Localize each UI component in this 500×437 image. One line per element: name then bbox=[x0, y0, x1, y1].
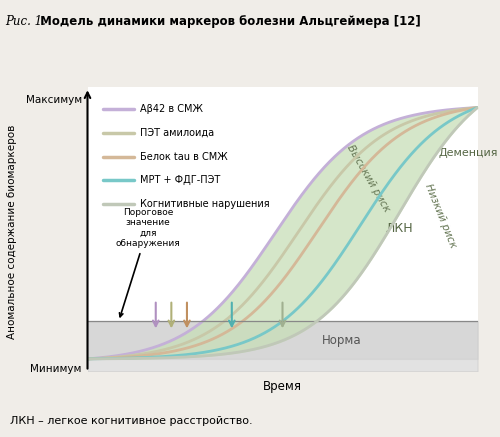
Text: Деменция: Деменция bbox=[438, 148, 498, 158]
Text: Время: Время bbox=[263, 380, 302, 393]
Text: Низкий риск: Низкий риск bbox=[423, 182, 458, 249]
Text: Высокий риск: Высокий риск bbox=[345, 142, 392, 213]
Text: ПЭТ амилоида: ПЭТ амилоида bbox=[140, 128, 214, 138]
Text: ЛКН – легкое когнитивное расстройство.: ЛКН – легкое когнитивное расстройство. bbox=[10, 416, 252, 426]
Text: Норма: Норма bbox=[322, 333, 361, 347]
Text: Белок tau в СМЖ: Белок tau в СМЖ bbox=[140, 152, 228, 162]
Text: Пороговое
значение
для
обнаружения: Пороговое значение для обнаружения bbox=[116, 208, 180, 317]
Text: Когнитивные нарушения: Когнитивные нарушения bbox=[140, 199, 270, 209]
Text: Минимум: Минимум bbox=[30, 364, 82, 374]
Text: Максимум: Максимум bbox=[26, 95, 82, 105]
Text: Модель динамики маркеров болезни Альцгеймера [12]: Модель динамики маркеров болезни Альцгей… bbox=[36, 15, 421, 28]
Text: Рис. 1.: Рис. 1. bbox=[5, 15, 46, 28]
Text: Аномальное содержание биомаркеров: Аномальное содержание биомаркеров bbox=[8, 125, 18, 339]
Text: ЛКН: ЛКН bbox=[386, 222, 413, 235]
Text: Аβ42 в СМЖ: Аβ42 в СМЖ bbox=[140, 104, 203, 114]
Text: МРТ + ФДГ-ПЭТ: МРТ + ФДГ-ПЭТ bbox=[140, 175, 220, 185]
